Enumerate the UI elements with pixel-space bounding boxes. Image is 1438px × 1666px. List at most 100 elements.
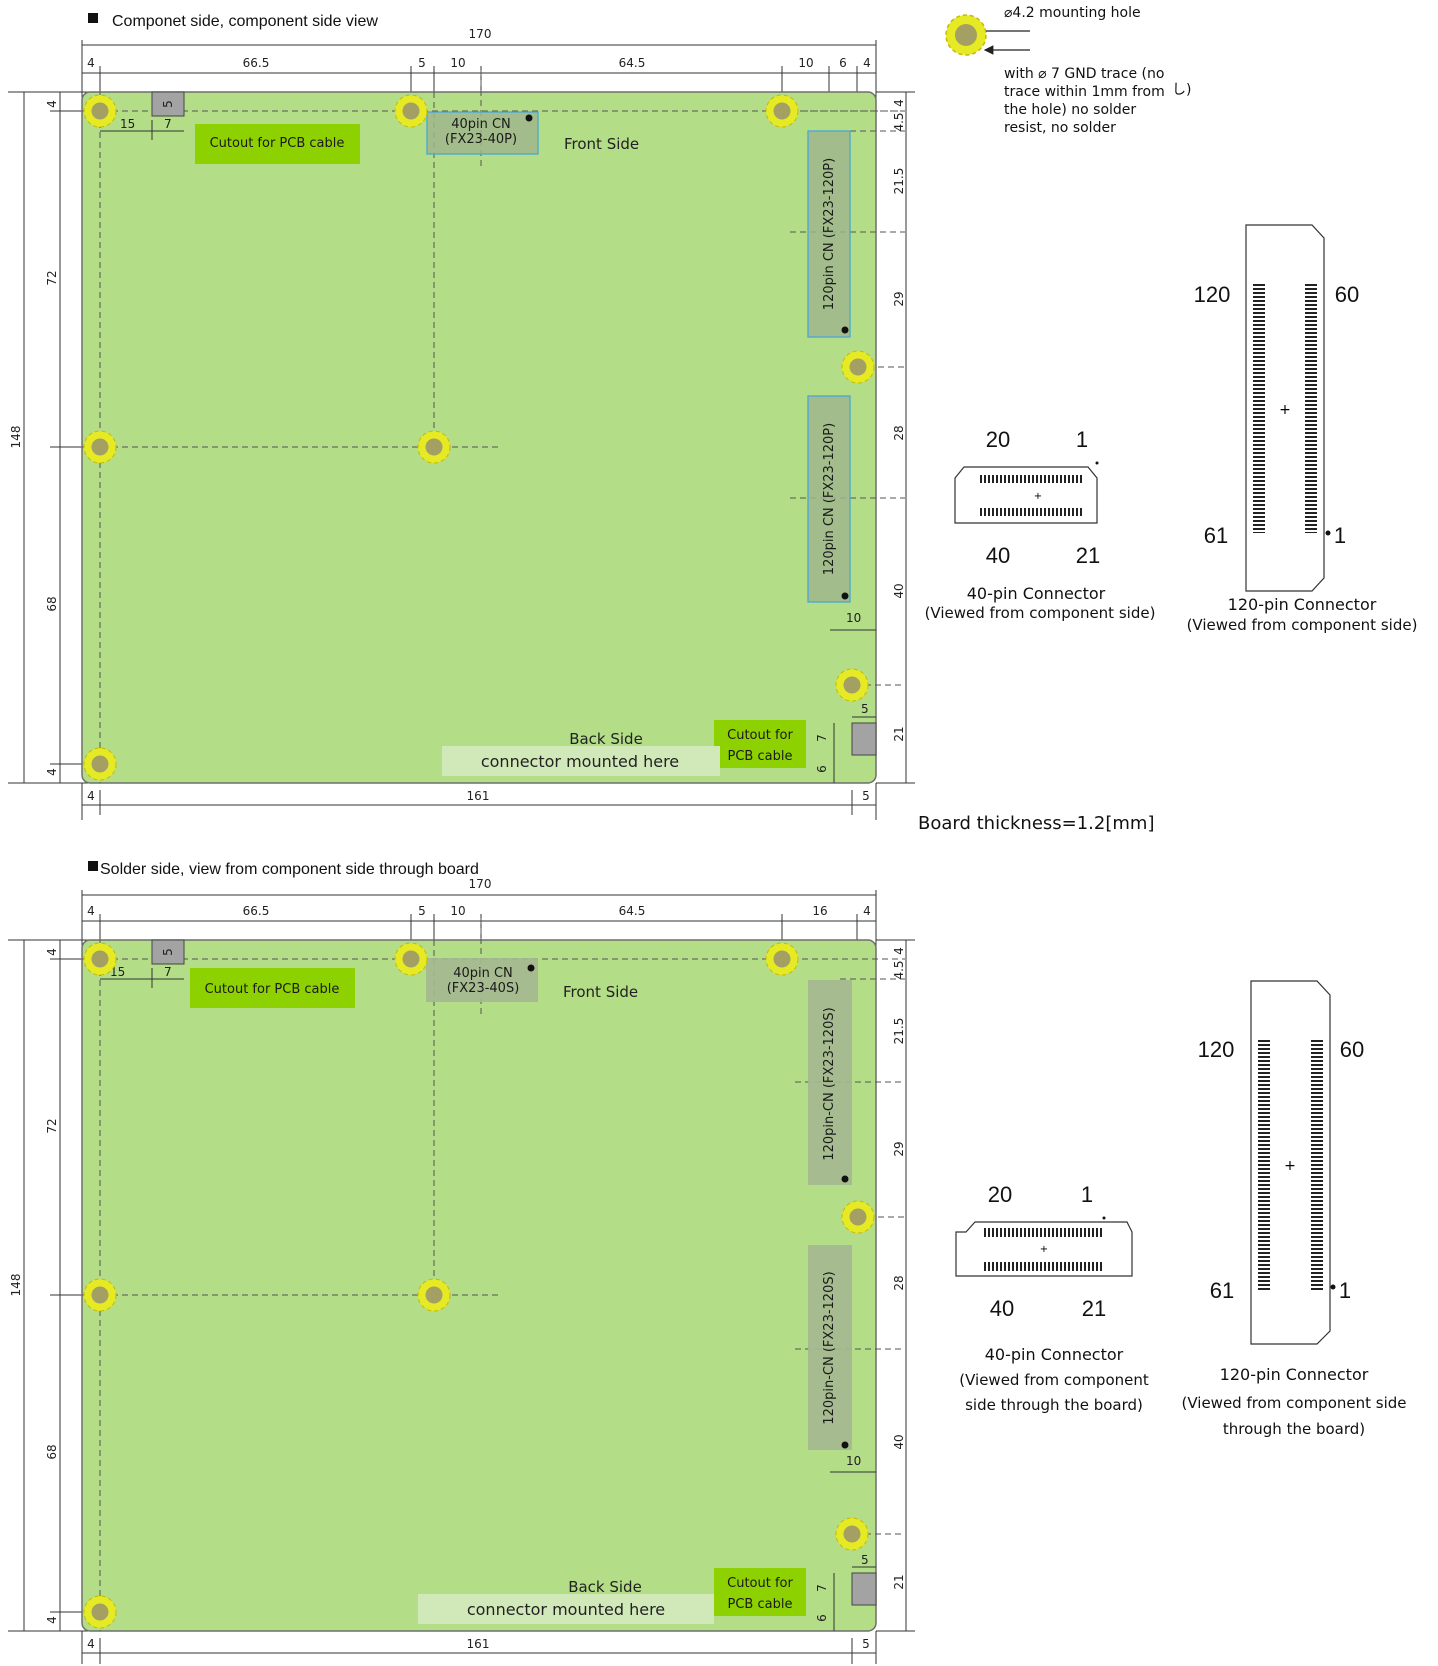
dim-left: 4 <box>45 100 59 108</box>
connector-40pin-part: (FX23-40P) <box>445 132 517 147</box>
cable-cutout-bottom-right <box>851 722 877 756</box>
connector-120pin-upper-label: 120pin-CN (FX23-120S) <box>822 1007 837 1160</box>
dim-seg: 4 <box>87 56 95 70</box>
connector-40pin-subcaption: (Viewed from component side) <box>925 604 1156 622</box>
connector-120pin-caption: 120-pin Connector <box>1228 595 1377 614</box>
dim-seg: 16 <box>812 904 827 918</box>
dim-cutout: 5 <box>161 948 175 956</box>
pin-label: 21 <box>1076 543 1100 568</box>
dim-seg: 66.5 <box>243 904 270 918</box>
mounting-hole-icon <box>841 1200 875 1234</box>
cable-cutout-top-left <box>151 91 185 117</box>
dim-right: 4.5 <box>892 960 906 979</box>
dim-connector: 10 <box>846 1454 861 1468</box>
dim-seg: 5 <box>418 904 426 918</box>
dim-seg: 66.5 <box>243 56 270 70</box>
front-side-label: Front Side <box>563 983 638 1001</box>
connector-120pin-diagram-top: 120 60 + 61 1 120-pin Connector (Viewed … <box>1187 224 1418 634</box>
pin-label: 60 <box>1340 1037 1364 1062</box>
dim-seg: 4 <box>87 904 95 918</box>
pin-label: 20 <box>988 1182 1012 1207</box>
connector-40pin-subcaption-1: (Viewed from component <box>959 1371 1149 1389</box>
svg-text:+: + <box>1284 1158 1296 1174</box>
pin-label: 21 <box>1082 1296 1106 1321</box>
connector-40pin-part: (FX23-40S) <box>447 981 520 996</box>
pin-label: 40 <box>990 1296 1014 1321</box>
dim-seg: 6 <box>839 56 847 70</box>
connector-120pin-subcaption-1: (Viewed from component side <box>1182 1394 1407 1412</box>
mounting-hole-icon <box>83 430 117 464</box>
dim-left: 72 <box>45 270 59 285</box>
pin-label: 60 <box>1335 282 1359 307</box>
dim-bottom: 5 <box>862 789 870 803</box>
connector-40pin-diagram-bottom: 20 1 + 40 21 40-pin Connector (Viewed fr… <box>955 1182 1149 1414</box>
connector-120pin-subcaption: (Viewed from component side) <box>1187 616 1418 634</box>
connector-40pin <box>426 111 539 155</box>
cutout-label-bottom-line: Cutout for <box>727 1576 793 1591</box>
section-title-top: Componet side, component side view <box>112 13 378 30</box>
cable-cutout-top-left <box>151 939 185 965</box>
dim-left: 72 <box>45 1118 59 1133</box>
pcb-board <box>81 939 877 1632</box>
mounting-hole-icon <box>765 942 799 976</box>
component-side-view: Componet side, component side view 170 4… <box>8 13 915 820</box>
pin-label: 40 <box>986 543 1010 568</box>
mounting-hole-icon <box>83 1595 117 1629</box>
hint-text: し) <box>1172 82 1191 98</box>
dim-cutout: 5 <box>861 1553 869 1567</box>
hole-size-label: ⌀4.2 mounting hole <box>1004 5 1141 21</box>
connector-40pin-caption: 40-pin Connector <box>967 584 1106 603</box>
trace-note-4: resist, no solder <box>1004 120 1116 136</box>
dim-bottom: 4 <box>87 789 95 803</box>
front-side-label: Front Side <box>564 135 639 153</box>
back-mounted-label: connector mounted here <box>467 1600 665 1619</box>
mounting-hole-icon <box>835 668 869 702</box>
dim-left: 68 <box>45 1444 59 1459</box>
dim-bottom: 161 <box>467 1637 490 1651</box>
mounting-hole-legend: ⌀4.2 mounting hole with ⌀ 7 GND trace (n… <box>945 5 1191 136</box>
back-side-label: Back Side <box>568 1578 642 1596</box>
dim-seg: 10 <box>798 56 813 70</box>
dim-right: 4.5 <box>892 112 906 131</box>
dim-cutout: 7 <box>815 734 829 742</box>
dim-overall-width: 170 <box>469 27 492 41</box>
dim-right: 21 <box>892 726 906 741</box>
trace-note-3: the hole) no solder <box>1004 102 1136 118</box>
connector-40pin <box>426 958 538 1002</box>
cutout-label-bottom-line: PCB cable <box>728 1597 793 1612</box>
dim-cutout: 5 <box>861 702 869 716</box>
connector-40pin-subcaption-2: side through the board) <box>965 1396 1143 1414</box>
pin-label: 1 <box>1334 523 1346 548</box>
mounting-hole-icon <box>394 942 428 976</box>
connector-120pin-upper-label: 120pin CN (FX23-120P) <box>822 158 837 310</box>
pin-label: 61 <box>1210 1278 1234 1303</box>
dim-cutout: 15 <box>120 117 135 131</box>
trace-note-2: trace within 1mm from <box>1004 84 1165 100</box>
trace-note-1: with ⌀ 7 GND trace (no <box>1004 66 1164 82</box>
mounting-hole-icon <box>835 1517 869 1551</box>
cutout-label-bottom <box>714 720 806 768</box>
dim-right: 28 <box>892 425 906 440</box>
dim-cutout: 7 <box>815 1584 829 1592</box>
pcb-board <box>81 91 877 784</box>
dim-left: 148 <box>9 426 23 449</box>
dim-left: 4 <box>45 1616 59 1624</box>
connector-120pin-lower <box>808 1245 852 1450</box>
dim-cutout: 5 <box>161 100 175 108</box>
dim-right: 28 <box>892 1275 906 1290</box>
dim-bottom: 4 <box>87 1637 95 1651</box>
mounting-hole-icon <box>765 94 799 128</box>
svg-text:+: + <box>1040 1244 1048 1255</box>
pin-label: 1 <box>1076 427 1088 452</box>
cutout-label-bottom-line: PCB cable <box>728 749 793 764</box>
dim-right: 40 <box>892 583 906 598</box>
connector-120pin-lower-label: 120pin CN (FX23-120P) <box>822 423 837 575</box>
dim-right: 21.5 <box>892 1018 906 1045</box>
mounting-hole-icon <box>83 94 117 128</box>
pin-label: 1 <box>1339 1278 1351 1303</box>
cutout-label-bottom-line: Cutout for <box>727 728 793 743</box>
dim-right: 40 <box>892 1434 906 1449</box>
connector-40pin-caption: 40-pin Connector <box>985 1345 1124 1364</box>
mounting-hole-icon <box>417 430 451 464</box>
